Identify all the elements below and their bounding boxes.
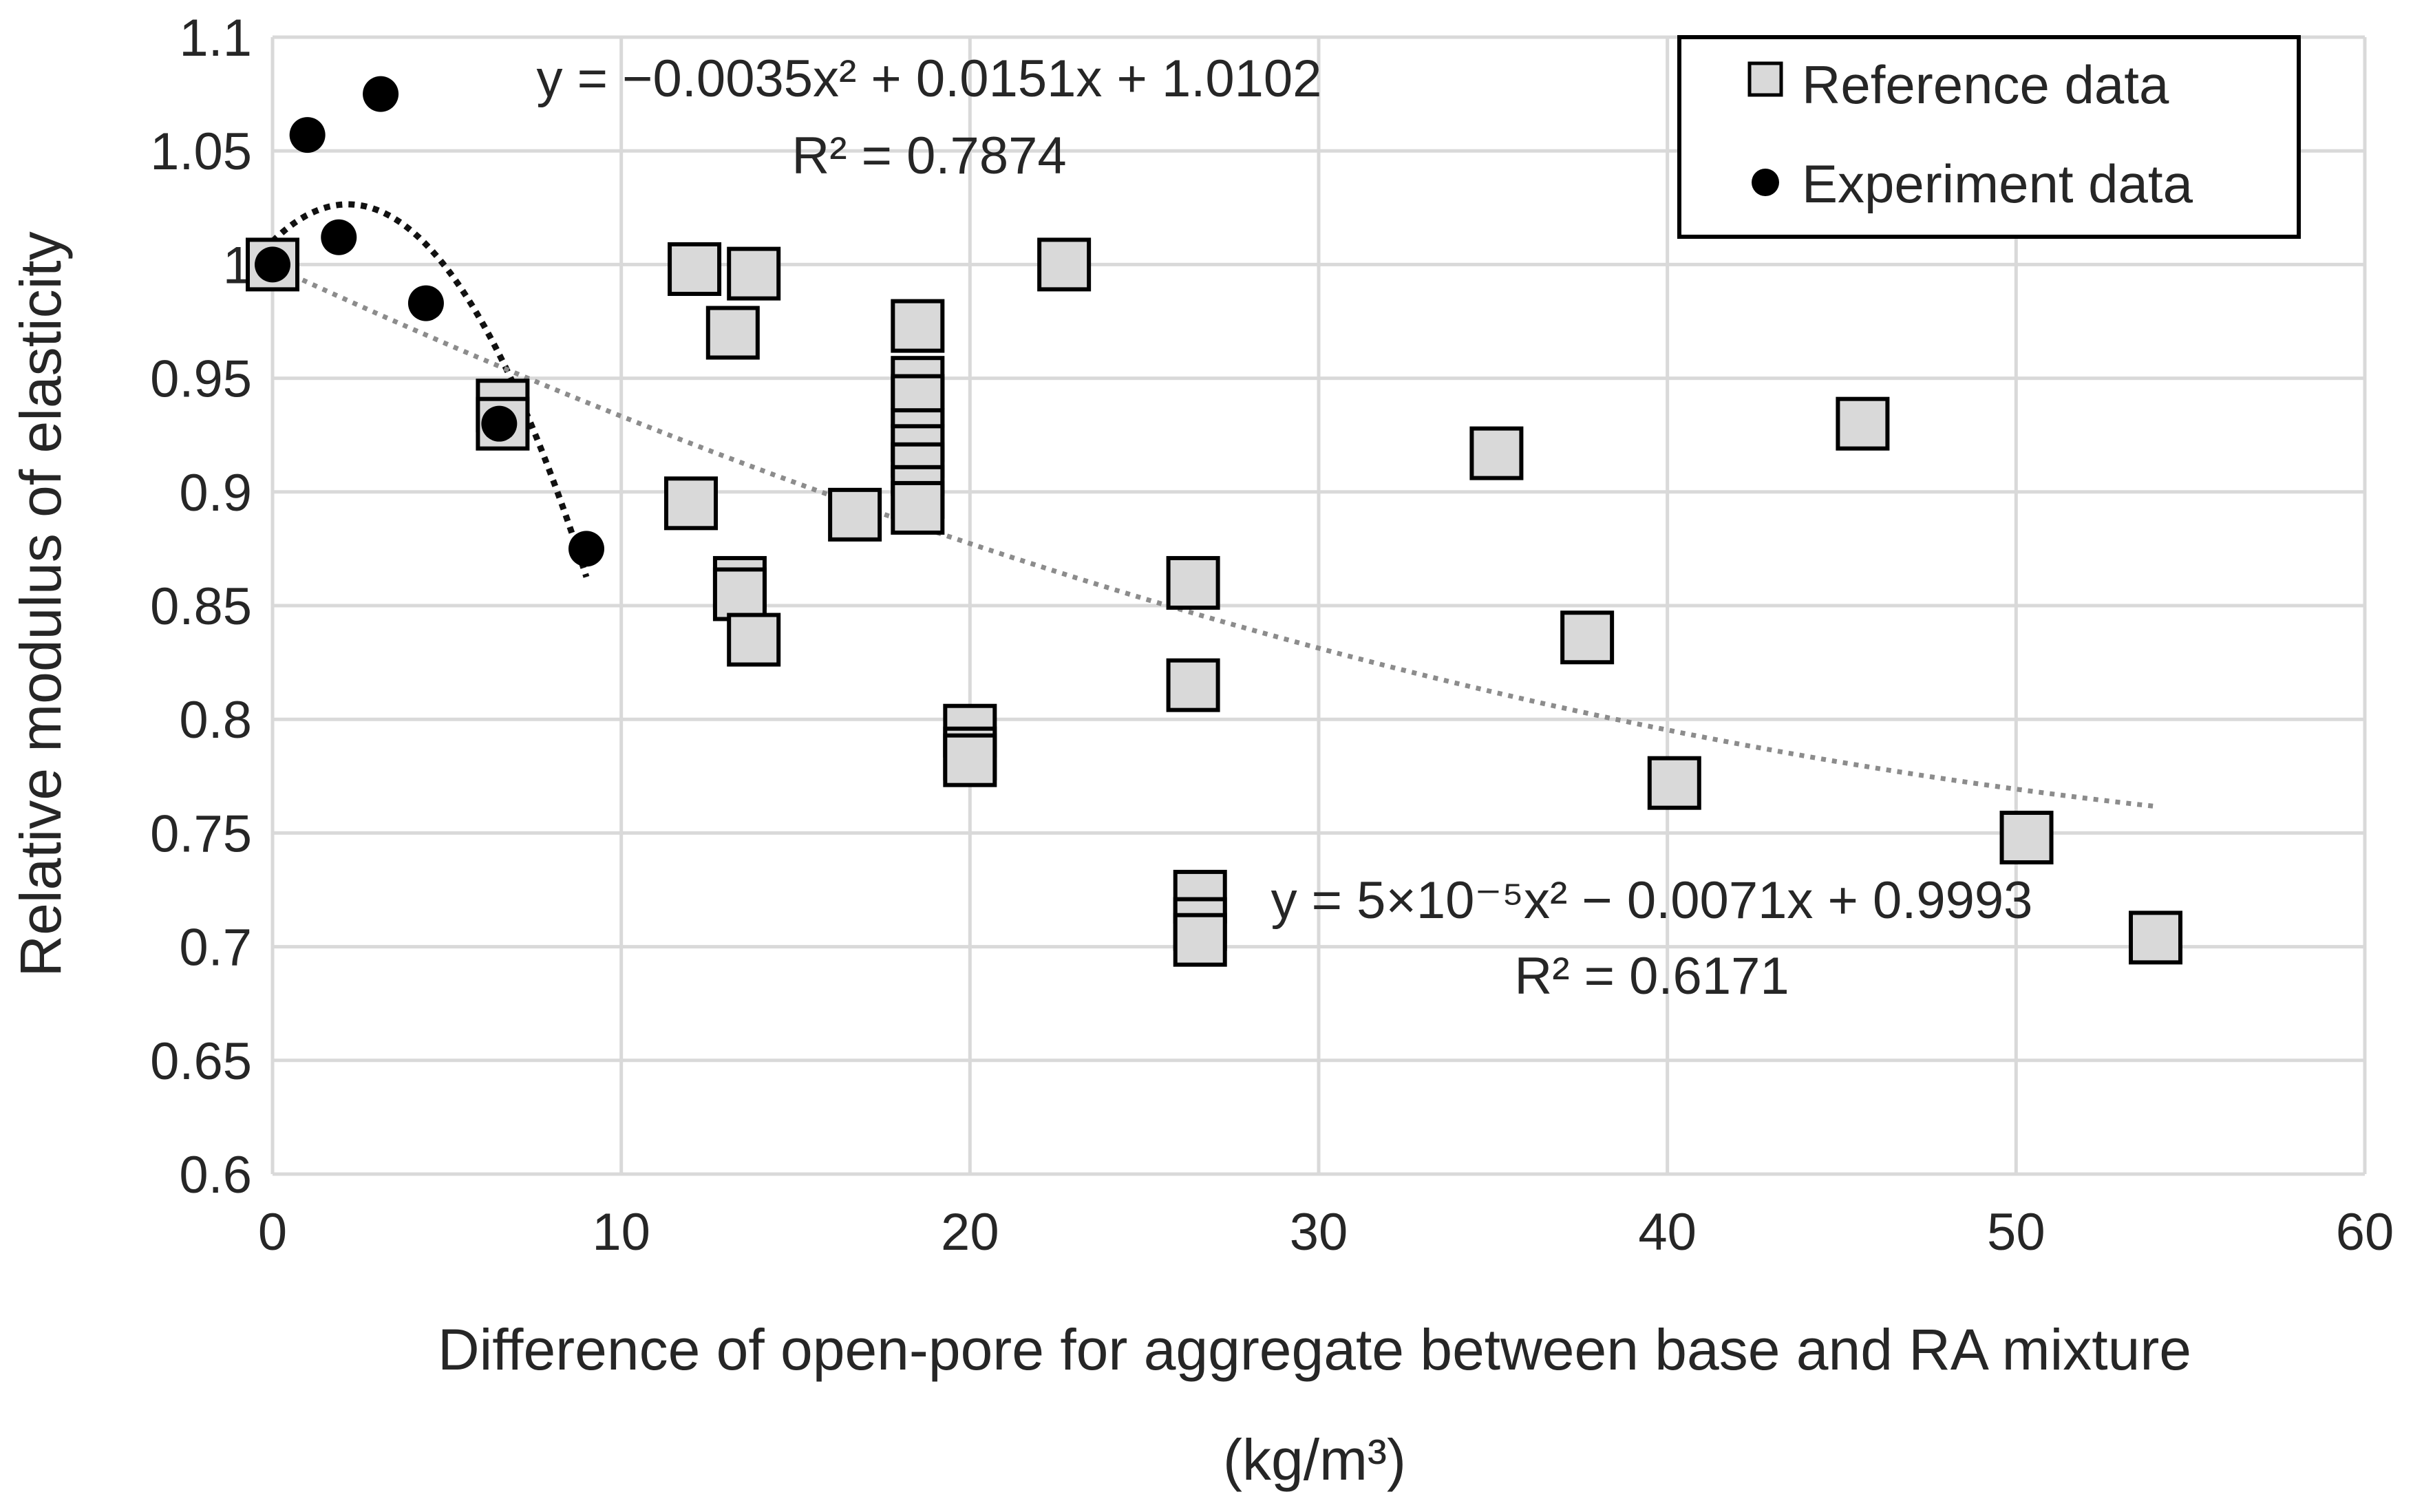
x-tick-label: 10: [592, 1203, 650, 1261]
trendlines: [270, 201, 2156, 809]
reference-trend-r2: R² = 0.6171: [1514, 947, 1789, 1005]
reference-data-point: [2129, 911, 2182, 965]
y-tick-label: 0.75: [150, 805, 252, 863]
reference-data-point: [1173, 913, 1227, 967]
reference-data-point: [1647, 756, 1701, 810]
x-tick-label: 20: [941, 1203, 999, 1261]
reference-data-point: [1166, 658, 1220, 712]
experiment-data-point: [407, 285, 444, 321]
y-tick-label: 0.65: [150, 1032, 252, 1091]
legend-label-reference: Reference data: [1802, 54, 2169, 115]
experiment-data-point: [568, 531, 604, 567]
legend-square-marker: [1747, 61, 1783, 97]
y-tick-label: 0.95: [150, 350, 252, 409]
reference-data-point: [1166, 555, 1220, 610]
reference-data-point: [727, 246, 781, 301]
experiment-trend-r2: R² = 0.7874: [791, 127, 1066, 185]
reference-data-point: [1037, 237, 1092, 292]
reference-data-point: [1560, 610, 1615, 665]
reference-data-point: [891, 480, 945, 535]
legend: Reference data Experiment data: [1677, 35, 2301, 239]
x-axis-title-line1: Difference of open-pore for aggregate be…: [438, 1317, 2191, 1382]
reference-data-point: [891, 299, 945, 353]
y-tick-label: 0.85: [150, 577, 252, 636]
reference-data-point: [828, 487, 882, 542]
experiment-data-point: [289, 117, 326, 153]
experiment-data-point: [481, 405, 518, 442]
experiment-data-point: [255, 246, 290, 283]
x-tick-label: 60: [2336, 1203, 2394, 1261]
reference-data-point: [943, 733, 997, 787]
reference-trend-equation: y = 5×10⁻⁵x² − 0.0071x + 0.9993: [1271, 871, 2033, 930]
experiment-data-point: [363, 76, 399, 112]
experiment-trend-equation: y = −0.0035x² + 0.0151x + 1.0102: [537, 50, 1322, 108]
reference-data-point: [1836, 396, 1890, 451]
legend-circle-marker: [1752, 169, 1779, 196]
data-points: [246, 76, 2182, 967]
experiment-trendline: [270, 201, 590, 578]
y-tick-label: 0.6: [179, 1146, 252, 1204]
reference-data-point: [712, 567, 767, 621]
y-tick-label: 0.7: [179, 919, 252, 977]
legend-label-experiment: Experiment data: [1802, 153, 2193, 214]
reference-data-point: [705, 306, 760, 360]
experiment-data-point: [321, 219, 357, 255]
y-axis-title: Relative modulus of elasticity: [8, 231, 73, 977]
reference-data-point: [1999, 811, 2054, 865]
x-axis-title-line2: (kg/m³): [1223, 1427, 1406, 1492]
y-tick-label: 0.8: [179, 691, 252, 749]
y-tick-label: 1.1: [179, 9, 252, 67]
x-tick-label: 40: [1638, 1203, 1697, 1261]
reference-data-point: [727, 613, 781, 667]
reference-data-point: [668, 242, 722, 297]
y-tick-label: 0.9: [179, 464, 252, 522]
x-tick-label: 0: [258, 1203, 287, 1261]
x-tick-label: 50: [1987, 1203, 2045, 1261]
x-tick-label: 30: [1290, 1203, 1348, 1261]
reference-data-point: [1469, 426, 1524, 480]
y-tick-label: 1.05: [150, 123, 252, 181]
reference-data-point: [664, 476, 718, 531]
reference-trendline: [271, 264, 2156, 809]
